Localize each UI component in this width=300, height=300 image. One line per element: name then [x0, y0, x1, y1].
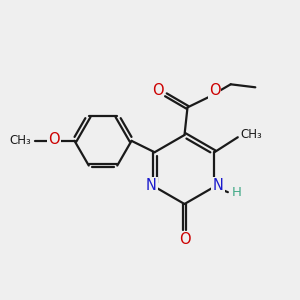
Text: H: H — [231, 186, 241, 199]
Text: N: N — [212, 178, 224, 193]
Text: CH₃: CH₃ — [10, 134, 32, 147]
Text: N: N — [146, 178, 157, 193]
Text: O: O — [209, 83, 220, 98]
Text: O: O — [152, 83, 163, 98]
Text: O: O — [48, 132, 59, 147]
Text: CH₃: CH₃ — [240, 128, 262, 141]
Text: O: O — [179, 232, 190, 247]
